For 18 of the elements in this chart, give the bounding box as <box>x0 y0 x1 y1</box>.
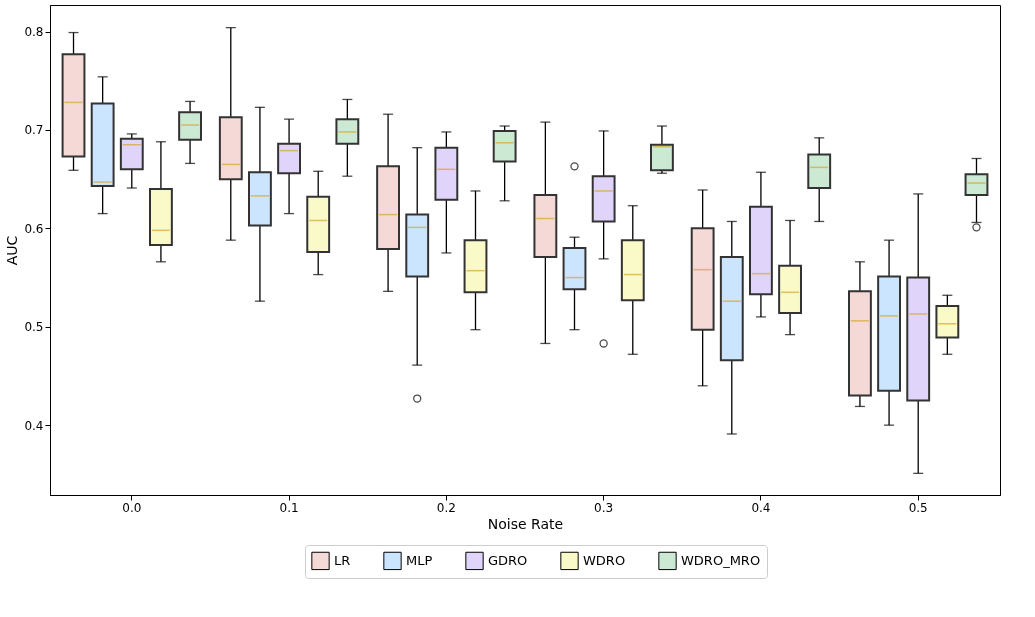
x-axis-title: Noise Rate <box>487 515 564 532</box>
y-tick-label: 0.8 <box>24 25 44 40</box>
x-tick-label: 0.2 <box>436 500 456 515</box>
legend-label: WDRO_MRO <box>681 552 761 568</box>
y-tick-label: 0.5 <box>24 320 44 335</box>
y-tick-label: 0.4 <box>24 418 44 433</box>
legend-label: GDRO <box>488 552 528 568</box>
y-tick-label: 0.6 <box>24 221 44 236</box>
x-tick-label: 0.0 <box>122 500 142 515</box>
x-tick-label: 0.4 <box>751 500 771 515</box>
x-tick-label: 0.5 <box>908 500 928 515</box>
legend-label: LR <box>334 552 351 568</box>
x-tick-label: 0.1 <box>279 500 299 515</box>
y-tick-label: 0.7 <box>24 123 44 138</box>
legend-label: MLP <box>406 552 433 568</box>
legend-label: WDRO <box>583 552 626 568</box>
y-axis-title: AUC <box>4 235 21 266</box>
x-tick-label: 0.3 <box>594 500 614 515</box>
